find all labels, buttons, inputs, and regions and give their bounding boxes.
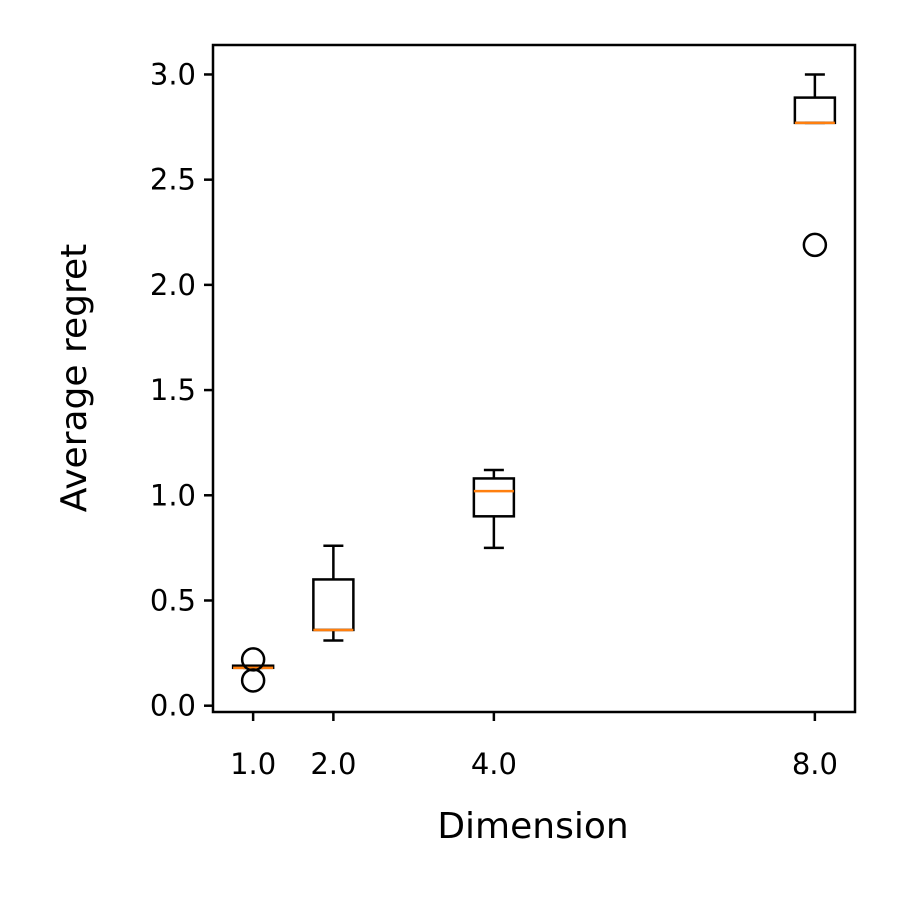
box-group-3 <box>793 73 837 258</box>
y-tick-label: 1.0 <box>150 478 196 512</box>
x-tick-label: 2.0 <box>310 747 356 781</box>
box-iqr <box>793 96 837 125</box>
x-tick-label: 4.0 <box>471 747 517 781</box>
x-tick-label: 8.0 <box>792 747 838 781</box>
y-tick-label: 2.5 <box>150 163 196 197</box>
x-axis-label: Dimension <box>437 806 628 847</box>
box-group-2 <box>472 468 516 550</box>
plot-frame <box>211 43 857 714</box>
box-iqr <box>472 477 516 518</box>
box-iqr <box>312 578 355 632</box>
y-tick-label: 0.0 <box>150 689 196 723</box>
plot-area: 0.0 0.5 1.0 1.5 2.0 2.5 3.0 1.0 2.0 4.0 8.0 <box>150 43 857 781</box>
y-tick-label: 2.0 <box>150 268 196 302</box>
y-tick-label: 0.5 <box>150 583 196 617</box>
y-axis-label: Average regret <box>54 244 95 513</box>
box-group-0 <box>231 647 275 693</box>
y-tick-label: 1.5 <box>150 373 196 407</box>
y-tick-label: 3.0 <box>150 57 196 91</box>
outlier-point <box>802 232 828 258</box>
x-tick-label: 1.0 <box>230 747 276 781</box>
box-group-1 <box>312 544 355 642</box>
outlier-point <box>240 668 266 693</box>
